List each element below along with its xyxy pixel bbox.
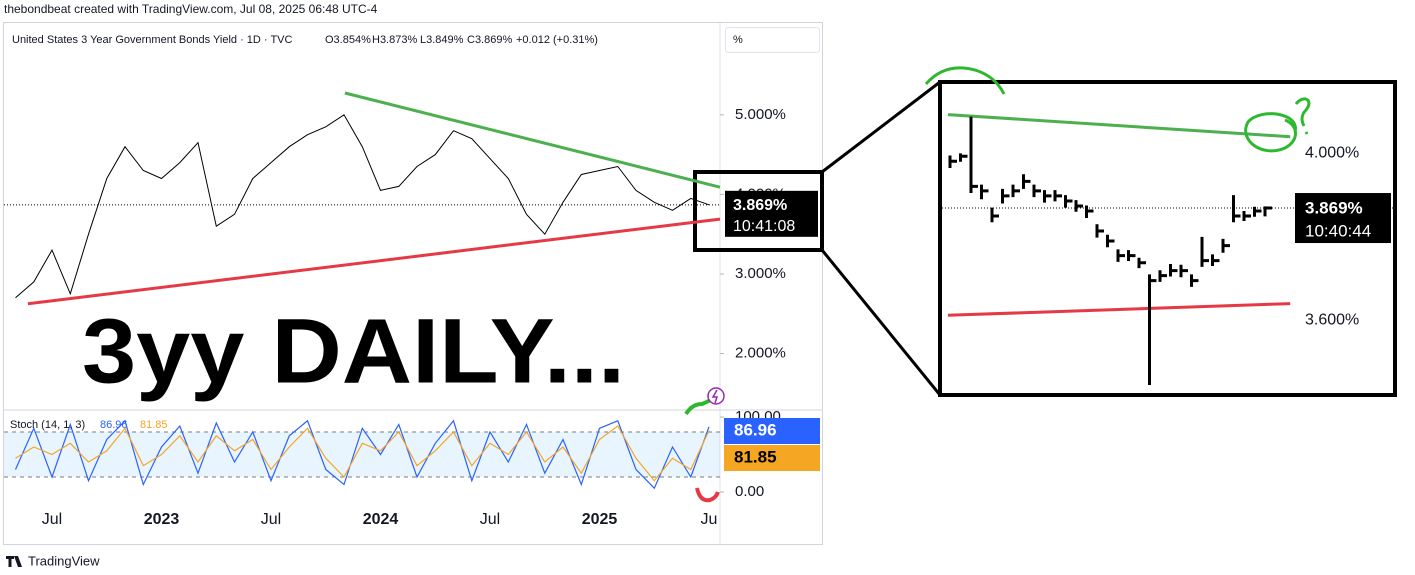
ohlc-bar [1116,249,1125,262]
trendline [27,217,721,306]
y-tick-label: 3.000% [735,265,786,282]
change: +0.012 (+0.31%) [516,34,598,46]
ohlc-bar [990,207,999,223]
zoom-connector [820,249,942,396]
chart-frame [3,22,823,545]
ohlc-bar [1169,263,1178,277]
event-icon-bolt [711,389,719,404]
price-line [15,114,710,299]
ohlc-bar [1263,206,1272,217]
y-tick-label: 5.000% [735,106,786,123]
stoch-value-box [724,418,820,444]
last-price-box [725,190,818,237]
unit-label: % [733,34,743,46]
ohlc-bar [1001,188,1010,204]
x-tick-label: 2023 [144,511,180,528]
ohlc-bar [1253,206,1262,217]
big-annotation: 3yy DAILY... [82,300,625,402]
ohlc-bar [1211,254,1220,267]
inset-y-tick-label: 3.600% [1305,312,1359,329]
inset-frame [938,80,1397,397]
x-tick-label: Ju [701,511,718,528]
ohlc-bar [1074,200,1083,212]
stoch-band [4,432,720,477]
x-tick-label: 2025 [582,511,618,528]
ohlc-bar [1200,236,1209,267]
last-price-label: 3.869% [733,197,787,214]
logo-mark [6,556,22,567]
credit: thebondbeat created with TradingView.com… [4,2,378,16]
ohlc-bar [959,153,968,162]
zoom-connector [821,80,941,174]
inset-last-price-label: 3.869% [1305,199,1363,218]
stoch-legend-value: 86.96 [100,419,128,431]
y-tick-label: 0.00 [735,483,764,500]
scribble-question [1244,97,1311,153]
trendline [344,91,721,189]
ohlc-bar [980,184,989,200]
inset-last-price-box [1295,193,1391,244]
inset-trendline [947,113,1291,139]
ohlc-close: C3.869% [467,34,512,46]
y-tick-label: 2.000% [735,344,786,361]
ohlc-bar [1064,195,1073,208]
stoch-title: Stoch (14, 1, 3) [10,419,85,431]
scribble-arc [924,66,1006,95]
ohlc-open: O3.854% [325,34,371,46]
ohlc-low: L3.849% [420,34,464,46]
ohlc-bar [1148,274,1157,385]
x-tick-label: Jul [261,511,281,528]
ohlc-bar [1032,184,1041,198]
x-tick-label: 2024 [363,511,399,528]
inset-y-tick-label: 4.000% [1305,145,1359,162]
stoch-legend-value: 81.85 [140,419,168,431]
stoch-line [15,425,710,482]
stoch-value-box [724,445,820,471]
unit-button[interactable] [725,27,820,53]
event-icon[interactable] [707,387,725,405]
ohlc-bar [1179,264,1188,278]
footer-brand: TradingView [28,553,100,568]
ohlc-bar [1232,195,1241,223]
ohlc-bar [1011,184,1020,198]
inset-countdown: 10:40:44 [1305,222,1371,241]
stoch-value-label: 86.96 [734,420,777,439]
ohlc-high: H3.873% [372,34,417,46]
ohlc-bar [948,155,957,168]
ohlc-bar [1158,270,1167,282]
scribble-check [695,487,720,503]
symbol: United States 3 Year Government Bonds Yi… [12,34,293,46]
ohlc-bar [969,116,978,194]
ohlc-bar [1022,174,1031,189]
zoom-box [693,170,824,252]
ohlc-bar [1106,234,1115,248]
ohlc-bar [1127,250,1136,262]
ohlc-bar [1053,190,1062,202]
x-tick-label: Jul [480,511,500,528]
stoch-value-label: 81.85 [734,447,777,466]
ohlc-bar [1242,210,1251,221]
inset-trendline [947,302,1291,317]
ohlc-bar [1190,274,1199,287]
ohlc-bar [1221,238,1230,253]
ohlc-bar [1043,190,1052,203]
ohlc-bar [1095,224,1104,238]
x-tick-label: Jul [42,511,62,528]
ohlc-bar [1085,205,1094,219]
countdown: 10:41:08 [733,218,795,235]
ohlc-bar [1137,257,1146,269]
